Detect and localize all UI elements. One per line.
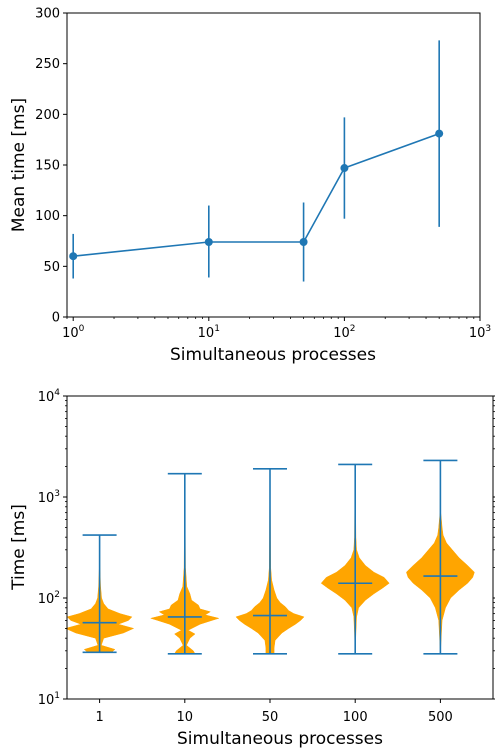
y-tick-label: 100 [35,209,60,224]
y-tick-label: 150 [35,159,60,174]
x-tick-label: 103 [469,324,491,341]
y-tick-label: 300 [35,7,60,22]
line-chart-ylabel: Mean time [ms] [9,98,29,232]
y-tick-label: 250 [35,57,60,72]
violin-chart-frame [66,395,494,700]
x-tick-label: 101 [198,324,220,341]
violin-chart-ticks: 1 10 50 100 500 101 102 103 104 [38,388,495,725]
data-point [340,164,349,173]
line-chart-ticks: 0 50 100 150 200 250 300 100 101 102 103 [35,7,491,342]
y-tick-label: 200 [35,108,60,123]
y-tick-label: 102 [38,590,60,607]
x-tick-label: 1 [95,710,103,725]
bottom-chart: 1 10 50 100 500 101 102 103 104 Simultaneous pro… [9,388,495,749]
violin-chart-xlabel: Simultaneous processes [177,729,383,749]
line-chart-frame [66,12,481,318]
y-tick-label: 103 [38,489,60,506]
y-tick-label: 50 [43,260,60,275]
y-tick-label: 104 [38,388,61,405]
series-line [73,132,440,257]
y-tick-label: 0 [52,311,60,326]
violin-chart-ylabel: Time [ms] [9,504,29,591]
x-tick-label: 102 [333,324,355,341]
line-chart-xlabel: Simultaneous processes [170,345,376,365]
x-tick-label: 100 [343,710,368,725]
top-chart: 0 50 100 150 200 250 300 100 101 102 103 Simultane… [9,7,491,366]
data-point [435,129,444,138]
x-tick-label: 10 [177,710,194,725]
violin-chart-marks [64,459,475,655]
line-chart-marks [69,40,444,282]
x-tick-label: 50 [262,710,279,725]
x-tick-label: 100 [62,324,85,341]
data-point [69,252,78,261]
data-point [204,238,213,247]
x-tick-label: 500 [428,710,453,725]
y-tick-label: 101 [38,691,60,708]
data-point [299,238,308,247]
